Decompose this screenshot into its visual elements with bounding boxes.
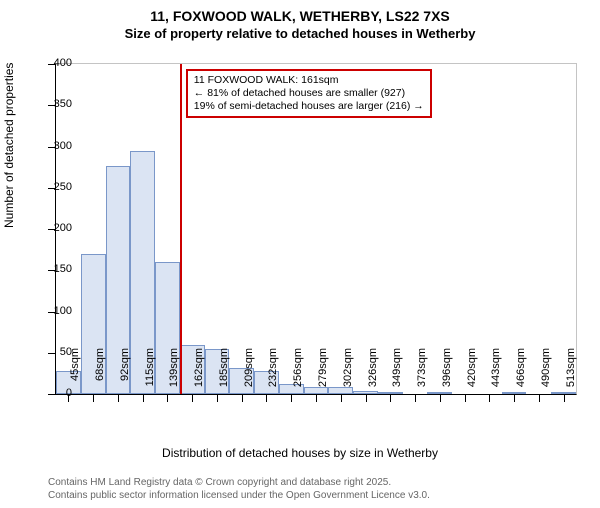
marker-line — [180, 64, 182, 394]
x-tick — [390, 394, 391, 402]
footer-line-2: Contains public sector information licen… — [48, 489, 430, 502]
footer-line-1: Contains HM Land Registry data © Crown c… — [48, 476, 430, 489]
y-tick-label: 250 — [54, 181, 72, 193]
x-tick-label: 302sqm — [342, 348, 354, 388]
annotation-box: 11 FOXWOOD WALK: 161sqm← 81% of detached… — [186, 69, 432, 118]
x-tick-label: 209sqm — [243, 348, 255, 388]
x-tick-label: 279sqm — [317, 348, 329, 388]
x-tick — [341, 394, 342, 402]
page-subtitle: Size of property relative to detached ho… — [0, 26, 600, 41]
x-tick-label: 513sqm — [565, 348, 577, 388]
x-tick — [217, 394, 218, 402]
x-tick — [291, 394, 292, 402]
x-tick — [143, 394, 144, 402]
x-tick — [316, 394, 317, 402]
x-tick — [242, 394, 243, 402]
x-tick-label: 490sqm — [540, 348, 552, 388]
x-tick-label: 185sqm — [218, 348, 230, 388]
page-title: 11, FOXWOOD WALK, WETHERBY, LS22 7XS — [0, 8, 600, 24]
x-tick-label: 420sqm — [466, 348, 478, 388]
x-tick — [192, 394, 193, 402]
x-tick — [440, 394, 441, 402]
plot-region: 11 FOXWOOD WALK: 161sqm← 81% of detached… — [55, 63, 577, 395]
x-tick — [564, 394, 565, 402]
x-tick-label: 443sqm — [490, 348, 502, 388]
x-tick — [415, 394, 416, 402]
y-tick-label: 0 — [66, 387, 72, 399]
x-tick-label: 68sqm — [94, 348, 106, 388]
x-tick — [366, 394, 367, 402]
x-tick-label: 45sqm — [69, 348, 81, 388]
x-tick-label: 349sqm — [391, 348, 403, 388]
x-tick-label: 162sqm — [193, 348, 205, 388]
y-tick-label: 200 — [54, 222, 72, 234]
x-tick — [514, 394, 515, 402]
x-tick-label: 92sqm — [119, 348, 131, 388]
x-tick-label: 466sqm — [515, 348, 527, 388]
x-tick — [118, 394, 119, 402]
chart-area: 11 FOXWOOD WALK: 161sqm← 81% of detached… — [55, 63, 575, 393]
x-tick — [489, 394, 490, 402]
x-tick-label: 115sqm — [144, 348, 156, 388]
x-tick-label: 326sqm — [367, 348, 379, 388]
y-axis-label: Number of detached properties — [2, 63, 16, 228]
y-tick-label: 150 — [54, 263, 72, 275]
y-tick-label: 100 — [54, 305, 72, 317]
x-tick — [167, 394, 168, 402]
x-tick-label: 373sqm — [416, 348, 428, 388]
footer: Contains HM Land Registry data © Crown c… — [48, 476, 430, 502]
y-tick-label: 400 — [54, 57, 72, 69]
x-axis-label: Distribution of detached houses by size … — [0, 446, 600, 460]
x-tick — [266, 394, 267, 402]
annot-line-1: 11 FOXWOOD WALK: 161sqm — [194, 74, 424, 87]
x-tick-label: 256sqm — [292, 348, 304, 388]
bar — [304, 387, 329, 394]
y-tick-label: 350 — [54, 98, 72, 110]
x-tick-label: 139sqm — [168, 348, 180, 388]
x-tick — [465, 394, 466, 402]
x-tick-label: 396sqm — [441, 348, 453, 388]
x-tick-label: 232sqm — [267, 348, 279, 388]
x-tick — [539, 394, 540, 402]
y-tick — [48, 394, 56, 395]
y-tick — [48, 353, 56, 354]
x-tick — [93, 394, 94, 402]
annot-line-2: ← 81% of detached houses are smaller (92… — [194, 87, 424, 100]
y-tick-label: 300 — [54, 140, 72, 152]
annot-line-3: 19% of semi-detached houses are larger (… — [194, 100, 424, 113]
